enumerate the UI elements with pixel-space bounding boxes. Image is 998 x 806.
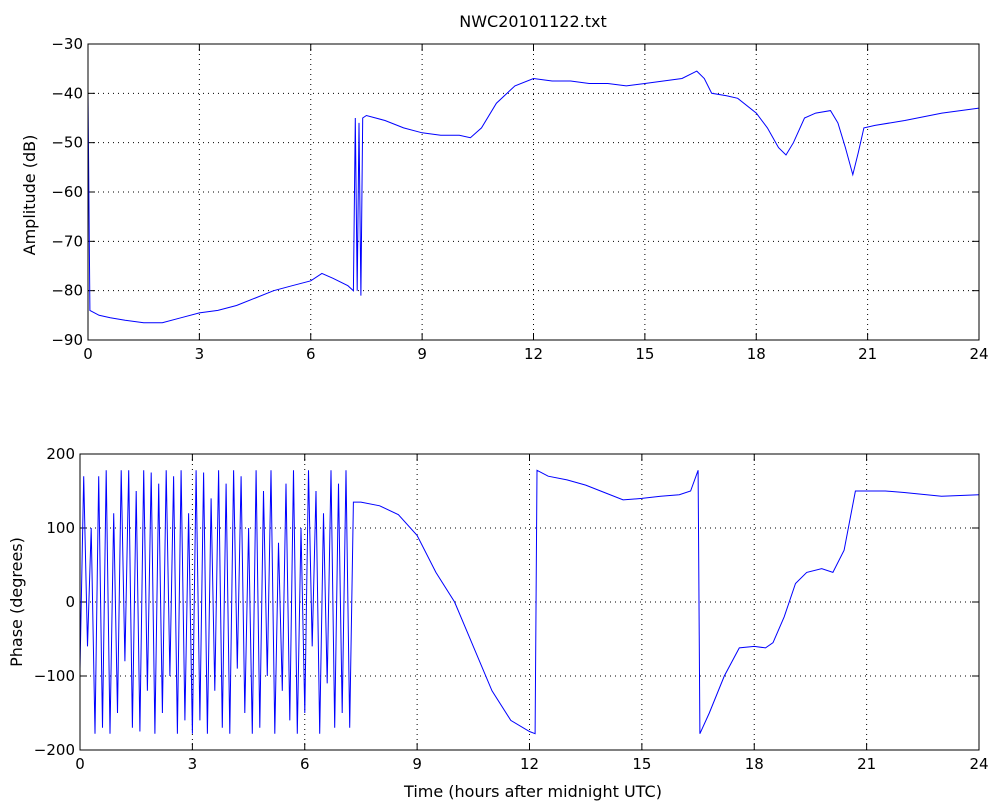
phase-x-tick-labels: 0 3 6 9 12 15 18 21 24 [75,755,988,773]
amplitude-x-tick-label: 12 [524,345,543,363]
phase-x-tick-label: 21 [857,755,876,773]
phase-axes-frame [79,453,980,751]
amplitude-y-tick-label: −60 [51,183,83,201]
amplitude-series-line [87,70,980,324]
phase-y-tick-label: 100 [46,519,75,537]
amplitude-grid [88,44,979,340]
amplitude-y-tick-label: −80 [51,282,83,300]
phase-x-tick-label: 12 [520,755,539,773]
amplitude-y-tick-label: −70 [51,232,83,250]
phase-x-tick-label: 24 [969,755,988,773]
amplitude-x-tick-label: 15 [635,345,654,363]
amplitude-y-tick-label: −90 [51,331,83,349]
amplitude-x-tick-label: 21 [858,345,877,363]
amplitude-y-tick-label: −40 [51,84,83,102]
phase-y-tick-labels: −200 −100 0 100 200 [34,445,75,759]
phase-x-tick-label: 0 [75,755,85,773]
phase-x-tick-label: 9 [412,755,422,773]
amplitude-y-tick-label: −30 [51,35,83,53]
phase-y-tick-label: 0 [65,593,75,611]
phase-y-tick-label: 200 [46,445,75,463]
phase-ylabel: Phase (degrees) [7,537,26,667]
amplitude-ylabel: Amplitude (dB) [20,135,39,256]
amplitude-panel: NWC20101122.txt Amplitude (dB) 0 3 6 9 12 15 1… [20,12,989,363]
amplitude-y-tick-label: −50 [51,134,83,152]
phase-series-line [79,469,980,735]
phase-y-tick-label: −200 [34,741,75,759]
phase-x-tick-label: 6 [300,755,310,773]
amplitude-x-tick-label: 24 [969,345,988,363]
phase-x-tick-label: 3 [188,755,198,773]
phase-x-tick-label: 15 [632,755,651,773]
phase-x-tick-label: 18 [745,755,764,773]
phase-xlabel: Time (hours after midnight UTC) [403,782,662,801]
phase-panel: Phase (degrees) Time (hours after midnig… [7,445,989,801]
amplitude-x-tick-label: 0 [83,345,93,363]
amplitude-x-tick-label: 9 [417,345,427,363]
phase-y-tick-label: −100 [34,667,75,685]
amplitude-x-tick-label: 3 [195,345,205,363]
amplitude-x-tick-label: 6 [306,345,316,363]
amplitude-axes-frame [87,43,980,341]
amplitude-x-tick-labels: 0 3 6 9 12 15 18 21 24 [83,345,988,363]
amplitude-x-tick-label: 18 [747,345,766,363]
amplitude-y-tick-labels: −90 −80 −70 −60 −50 −40 −30 [51,35,83,349]
chart-title: NWC20101122.txt [459,12,607,31]
